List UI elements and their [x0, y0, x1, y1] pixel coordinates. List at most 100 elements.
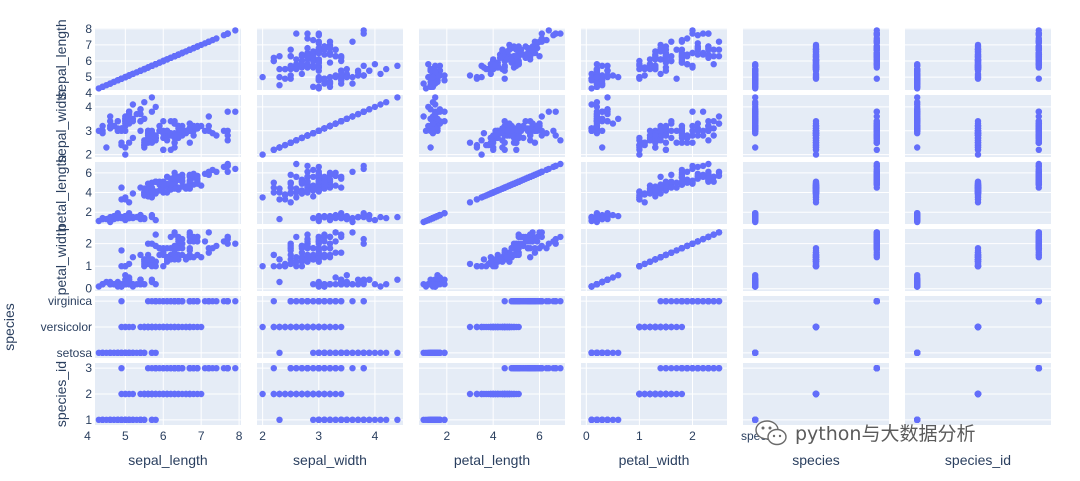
- data-point: [304, 390, 311, 398]
- panel-species-vs-petal_length: [419, 296, 565, 358]
- data-point: [752, 115, 759, 123]
- data-point: [338, 213, 345, 221]
- data-point: [133, 110, 140, 118]
- data-point: [1035, 134, 1043, 142]
- data-point: [557, 233, 564, 241]
- data-point: [213, 365, 220, 372]
- data-point: [441, 118, 448, 125]
- data-point: [593, 73, 601, 81]
- data-point: [321, 323, 328, 331]
- data-point: [332, 46, 339, 53]
- data-point: [287, 199, 294, 206]
- data-point: [588, 85, 595, 92]
- data-point: [1035, 49, 1043, 57]
- data-point: [394, 213, 401, 221]
- data-point: [293, 263, 300, 270]
- data-point: [315, 163, 322, 171]
- data-point: [522, 175, 529, 182]
- data-point: [1035, 178, 1043, 185]
- data-point: [276, 53, 283, 60]
- data-point: [1035, 30, 1043, 37]
- data-point: [394, 416, 401, 423]
- data-point: [699, 132, 707, 139]
- data-point: [321, 233, 328, 241]
- data-point: [360, 416, 367, 423]
- data-point: [332, 229, 339, 236]
- data-point: [1035, 113, 1043, 120]
- data-point: [689, 108, 696, 115]
- data-point: [499, 48, 506, 55]
- data-point: [122, 151, 129, 158]
- data-point: [148, 188, 156, 195]
- data-point: [186, 251, 193, 259]
- data-point: [394, 94, 401, 101]
- data-point: [304, 188, 311, 195]
- data-point: [315, 245, 322, 252]
- data-point: [588, 75, 595, 82]
- data-point: [873, 139, 880, 146]
- data-point: [156, 127, 163, 134]
- data-point: [466, 199, 474, 206]
- data-point: [298, 256, 306, 263]
- data-point: [259, 194, 266, 201]
- data-point: [914, 349, 921, 356]
- data-point: [304, 168, 311, 175]
- data-point: [99, 281, 106, 288]
- data-point: [873, 49, 880, 57]
- data-point: [349, 349, 356, 356]
- data-point: [383, 99, 390, 106]
- data-point: [662, 46, 670, 53]
- data-point: [326, 80, 334, 87]
- data-point: [326, 59, 334, 66]
- data-point: [338, 233, 345, 241]
- panel-sepal_width-vs-sepal_width: [257, 94, 403, 158]
- data-point: [441, 276, 448, 283]
- data-point: [148, 211, 156, 219]
- data-point: [366, 276, 373, 283]
- data-point: [752, 281, 759, 288]
- data-point: [148, 323, 156, 331]
- data-point: [315, 178, 322, 185]
- data-point: [873, 127, 880, 134]
- data-point: [662, 132, 670, 139]
- data-point: [538, 35, 545, 42]
- scatter-panels: [95, 27, 1051, 425]
- data-point: [293, 323, 300, 331]
- data-point: [510, 64, 518, 71]
- data-point: [515, 178, 522, 185]
- data-point: [205, 171, 212, 178]
- data-point: [293, 160, 300, 168]
- data-point: [705, 175, 712, 182]
- data-point: [186, 46, 193, 53]
- data-point: [321, 390, 328, 398]
- data-point: [487, 70, 494, 78]
- data-point: [281, 263, 289, 270]
- data-point: [529, 172, 536, 179]
- data-point: [593, 214, 601, 222]
- data-point: [129, 134, 137, 142]
- data-point: [473, 73, 481, 81]
- data-point: [125, 323, 133, 331]
- data-point: [194, 238, 201, 245]
- data-point: [276, 185, 283, 192]
- data-point: [287, 139, 294, 146]
- data-point: [615, 115, 622, 123]
- data-point: [310, 416, 317, 423]
- data-point: [609, 120, 617, 127]
- data-point: [338, 281, 345, 288]
- data-point: [326, 251, 334, 259]
- data-point: [167, 298, 174, 305]
- data-point: [315, 349, 322, 356]
- panel-petal_width-vs-species_id: [905, 229, 1051, 291]
- panel-sepal_length-vs-species: [743, 27, 889, 92]
- data-point: [354, 213, 362, 221]
- data-point: [513, 53, 520, 60]
- data-point: [315, 249, 322, 256]
- data-point: [156, 178, 163, 185]
- data-point: [205, 127, 212, 134]
- data-point: [304, 256, 311, 263]
- data-point: [315, 416, 322, 423]
- data-point: [538, 127, 545, 134]
- data-point: [326, 73, 334, 81]
- data-point: [321, 43, 328, 50]
